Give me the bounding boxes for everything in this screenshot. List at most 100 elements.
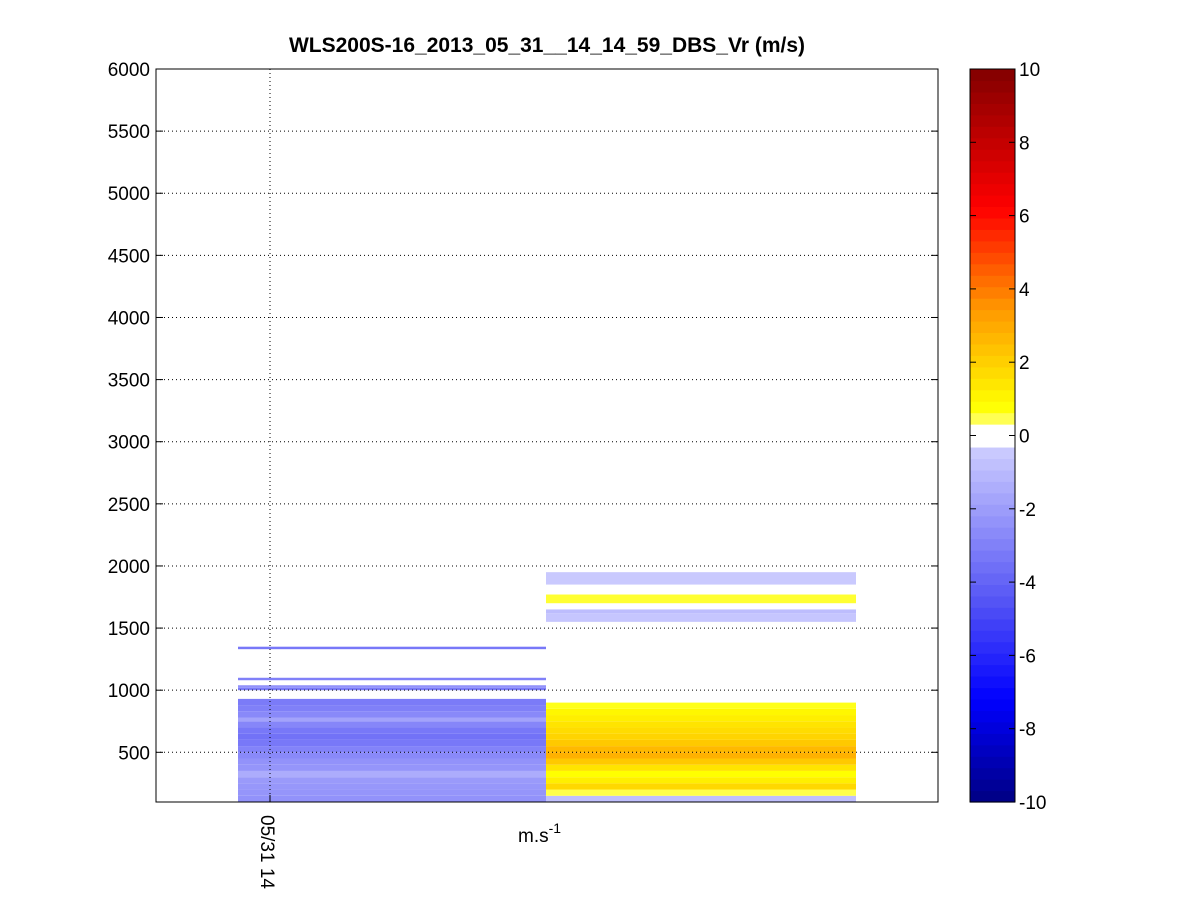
colorbar-band <box>970 779 1015 792</box>
colorbar-band <box>970 160 1015 173</box>
colorbar-band <box>970 469 1015 482</box>
heatmap-cell <box>238 795 546 802</box>
colorbar-band <box>970 137 1015 150</box>
heatmap-cell <box>546 739 856 747</box>
y-tick-label: 500 <box>118 743 150 764</box>
heatmap-cell <box>238 752 546 759</box>
colorbar-band <box>970 206 1015 219</box>
colorbar-band <box>970 91 1015 104</box>
colorbar-tick-label: -10 <box>1019 793 1046 814</box>
colorbar-band <box>970 80 1015 93</box>
y-tick-label: 4500 <box>108 246 150 267</box>
colorbar-bands <box>970 69 1015 803</box>
heatmap-cell <box>546 783 856 790</box>
colorbar-tick-label: 6 <box>1019 207 1030 228</box>
colorbar-band <box>970 744 1015 757</box>
heatmap-cell <box>238 727 546 734</box>
heatmap-cell <box>238 777 546 784</box>
x-axis-label: m.s-1 <box>518 820 561 847</box>
colorbar-band <box>970 172 1015 185</box>
colorbar-band <box>970 389 1015 402</box>
colorbar-band <box>970 332 1015 345</box>
heatmap-cell <box>238 764 546 771</box>
heatmap-cell <box>546 594 856 604</box>
colorbar-band <box>970 194 1015 208</box>
colorbar-band <box>970 492 1015 505</box>
x-axis-label-main: m.s <box>518 826 549 847</box>
heatmap-cell <box>238 685 546 688</box>
colorbar-band <box>970 126 1015 139</box>
colorbar-band <box>970 252 1015 265</box>
colorbar-band <box>970 481 1015 494</box>
colorbar-band <box>970 538 1015 551</box>
colorbar-band <box>970 320 1015 334</box>
colorbar-band <box>970 446 1015 460</box>
colorbar-band <box>970 561 1015 574</box>
x-tick-label: 05/31 14 <box>256 815 277 889</box>
y-tick-label: 1500 <box>108 619 150 640</box>
colorbar-band <box>970 366 1015 379</box>
colorbar-band <box>970 435 1015 448</box>
heatmap-cell <box>238 746 546 753</box>
colorbar-tick-label: -6 <box>1019 646 1036 667</box>
heatmap-cell <box>238 758 546 765</box>
colorbar-band <box>970 664 1015 677</box>
heatmap-cell <box>238 733 546 740</box>
colorbar-band <box>970 298 1015 311</box>
colorbar-band <box>970 401 1015 414</box>
heatmap-cell <box>238 770 546 778</box>
heatmap-cell <box>238 789 546 796</box>
colorbar-band <box>970 790 1015 803</box>
y-tick-label: 2000 <box>108 557 150 578</box>
heatmap-cell <box>238 677 546 681</box>
y-tick-label: 6000 <box>108 60 150 81</box>
colorbar-band <box>970 733 1015 746</box>
colorbar-band <box>970 756 1015 769</box>
heatmap-cell <box>546 770 856 778</box>
colorbar-tick-label: -2 <box>1019 500 1036 521</box>
colorbar-band <box>970 309 1015 322</box>
heatmap-cell <box>546 708 856 716</box>
colorbar-band <box>970 504 1015 517</box>
colorbar-band <box>970 653 1015 666</box>
colorbar-tick-label: 2 <box>1019 353 1030 374</box>
heatmap-cell <box>238 783 546 790</box>
colorbar-tick-label: 8 <box>1019 133 1030 154</box>
chart-title: WLS200S-16_2013_05_31__14_14_59_DBS_Vr (… <box>289 34 805 57</box>
colorbar-band <box>970 183 1015 196</box>
heatmap-cell <box>238 687 546 691</box>
heatmap-cell <box>546 609 856 614</box>
heatmap-cell <box>238 717 546 722</box>
heatmap-cell <box>546 764 856 771</box>
colorbar-band <box>970 355 1015 368</box>
heatmap-cell <box>546 795 856 802</box>
y-tick-label: 4000 <box>108 308 150 329</box>
colorbar-band <box>970 710 1015 723</box>
heatmap-cell <box>546 733 856 740</box>
colorbar-band <box>970 595 1015 608</box>
colorbar-band <box>970 676 1015 689</box>
colorbar-band <box>970 698 1015 711</box>
colorbar-tick-label: -4 <box>1019 573 1036 594</box>
plot-area: 500 1000 1500 2000 2500 3000 3500 4000 4500 5000 5… <box>108 60 939 803</box>
heatmap-cell <box>546 721 856 728</box>
heatmap-cell <box>546 752 856 759</box>
colorbar-band <box>970 618 1015 631</box>
heatmap-cells <box>238 572 856 802</box>
colorbar-band <box>970 424 1015 437</box>
heatmap-cell <box>546 715 856 722</box>
y-tick-label: 3500 <box>108 371 150 392</box>
colorbar-band <box>970 550 1015 563</box>
heatmap-cell <box>546 727 856 734</box>
colorbar-band <box>970 412 1015 425</box>
colorbar-band <box>970 263 1015 276</box>
heatmap-cell <box>546 613 856 622</box>
colorbar-tick-label: -8 <box>1019 720 1036 741</box>
colorbar-band <box>970 378 1015 391</box>
colorbar-band <box>970 275 1015 288</box>
colorbar-ticks: -10 -8 -6 -4 -2 0 2 4 6 8 10 <box>970 60 1046 814</box>
heatmap-cell <box>546 758 856 765</box>
colorbar-band <box>970 767 1015 780</box>
colorbar-band <box>970 630 1015 643</box>
colorbar-band <box>970 103 1015 116</box>
